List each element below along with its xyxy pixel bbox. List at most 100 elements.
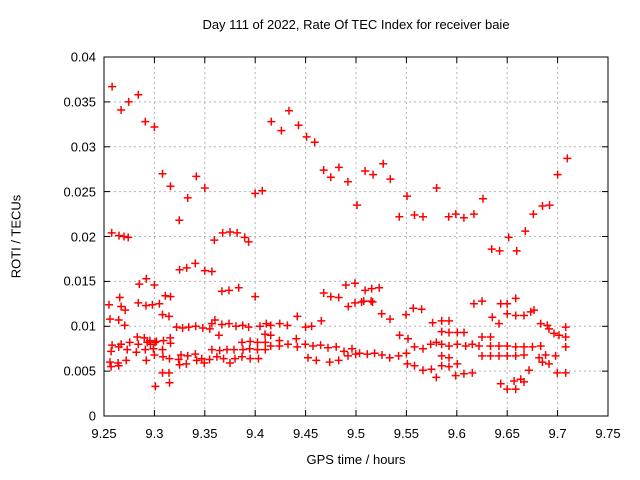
data-point-marker bbox=[503, 385, 512, 394]
data-point-marker bbox=[511, 311, 520, 320]
data-point-marker bbox=[218, 228, 227, 237]
data-point-marker bbox=[561, 342, 570, 351]
data-point-marker bbox=[120, 232, 128, 241]
data-point-marker bbox=[445, 362, 453, 371]
data-point-marker bbox=[146, 340, 155, 349]
y-tick-label: 0.035 bbox=[63, 94, 96, 110]
data-point-marker bbox=[379, 159, 388, 168]
data-point-marker bbox=[212, 352, 221, 361]
data-point-marker bbox=[503, 309, 512, 318]
data-point-marker bbox=[133, 333, 142, 341]
data-point-marker bbox=[267, 117, 276, 126]
data-point-marker bbox=[520, 351, 528, 359]
y-tick-label: 0.03 bbox=[70, 139, 96, 155]
data-point-marker bbox=[152, 337, 161, 346]
y-tick-label: 0.005 bbox=[63, 363, 96, 379]
data-point-marker bbox=[445, 342, 453, 350]
data-point-marker bbox=[437, 316, 446, 325]
data-point-marker bbox=[117, 106, 126, 114]
data-point-marker bbox=[275, 319, 284, 328]
data-point-marker bbox=[375, 283, 384, 292]
data-point-marker bbox=[326, 292, 335, 301]
data-point-marker bbox=[363, 350, 372, 359]
data-point-marker bbox=[512, 246, 521, 255]
data-point-marker bbox=[535, 353, 544, 362]
data-point-marker bbox=[351, 298, 359, 307]
data-point-marker bbox=[504, 233, 513, 242]
data-point-marker bbox=[528, 342, 537, 351]
data-point-marker bbox=[254, 354, 263, 363]
data-point-marker bbox=[150, 338, 159, 347]
data-point-marker bbox=[511, 351, 520, 360]
data-point-marker bbox=[312, 356, 321, 365]
data-point-marker bbox=[486, 351, 495, 360]
data-point-marker bbox=[172, 323, 181, 332]
data-point-marker bbox=[545, 324, 553, 333]
data-point-marker bbox=[404, 334, 412, 343]
x-tick-label: 9.5 bbox=[346, 426, 366, 441]
data-point-marker bbox=[410, 211, 419, 219]
data-point-marker bbox=[107, 362, 116, 371]
data-point-marker bbox=[359, 297, 368, 306]
data-point-marker bbox=[150, 351, 159, 359]
data-point-marker bbox=[114, 316, 123, 324]
data-point-marker bbox=[245, 344, 254, 353]
data-point-marker bbox=[402, 349, 411, 358]
data-point-marker bbox=[182, 359, 191, 368]
data-point-marker bbox=[285, 106, 293, 115]
data-point-marker bbox=[246, 354, 255, 363]
data-point-marker bbox=[444, 212, 453, 221]
data-point-marker bbox=[334, 293, 343, 302]
data-point-marker bbox=[134, 298, 143, 307]
data-point-marker bbox=[108, 341, 117, 350]
data-point-marker bbox=[266, 342, 275, 350]
data-point-marker bbox=[495, 342, 503, 350]
data-point-marker bbox=[310, 138, 319, 147]
data-point-marker bbox=[231, 354, 239, 363]
data-point-marker bbox=[545, 359, 553, 368]
data-point-marker bbox=[225, 286, 233, 295]
data-point-marker bbox=[192, 356, 201, 365]
data-point-marker bbox=[511, 342, 520, 351]
data-point-marker bbox=[165, 312, 173, 321]
data-point-marker bbox=[256, 322, 264, 331]
data-point-marker bbox=[324, 343, 332, 352]
data-point-marker bbox=[217, 320, 226, 329]
data-point-marker bbox=[553, 368, 562, 377]
data-point-marker bbox=[495, 351, 503, 360]
data-point-marker bbox=[238, 352, 246, 361]
data-point-marker bbox=[432, 184, 441, 192]
data-point-marker bbox=[150, 123, 159, 131]
data-point-marker bbox=[191, 259, 200, 268]
data-point-marker bbox=[402, 310, 410, 319]
data-point-marker bbox=[403, 359, 412, 368]
data-point-marker bbox=[332, 342, 341, 351]
data-point-marker bbox=[511, 294, 520, 303]
data-point-marker bbox=[344, 351, 352, 360]
data-point-marker bbox=[191, 322, 200, 331]
data-point-marker bbox=[215, 346, 224, 355]
data-point-marker bbox=[301, 340, 310, 349]
data-point-marker bbox=[460, 328, 468, 337]
data-point-marker bbox=[230, 345, 238, 354]
data-point-marker bbox=[475, 342, 483, 350]
x-tick-label: 9.35 bbox=[192, 426, 218, 441]
data-point-marker bbox=[340, 347, 348, 356]
data-point-marker bbox=[348, 344, 356, 353]
data-point-marker bbox=[165, 368, 173, 377]
data-point-marker bbox=[261, 330, 269, 339]
data-point-marker bbox=[355, 349, 364, 358]
data-point-marker bbox=[142, 301, 150, 310]
data-point-marker bbox=[292, 334, 301, 343]
data-point-marker bbox=[178, 324, 187, 332]
data-point-marker bbox=[386, 315, 394, 324]
data-point-marker bbox=[166, 292, 175, 301]
data-point-marker bbox=[334, 163, 343, 172]
x-tick-label: 9.4 bbox=[246, 426, 265, 441]
data-point-marker bbox=[478, 333, 486, 341]
data-point-marker bbox=[205, 355, 214, 364]
y-tick-label: 0.025 bbox=[63, 184, 96, 200]
data-point-marker bbox=[529, 210, 538, 219]
data-point-marker bbox=[200, 184, 209, 192]
